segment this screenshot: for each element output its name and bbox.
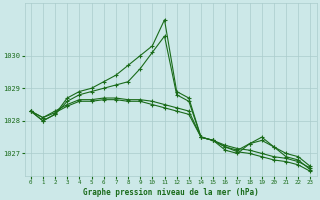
X-axis label: Graphe pression niveau de la mer (hPa): Graphe pression niveau de la mer (hPa) (83, 188, 259, 197)
